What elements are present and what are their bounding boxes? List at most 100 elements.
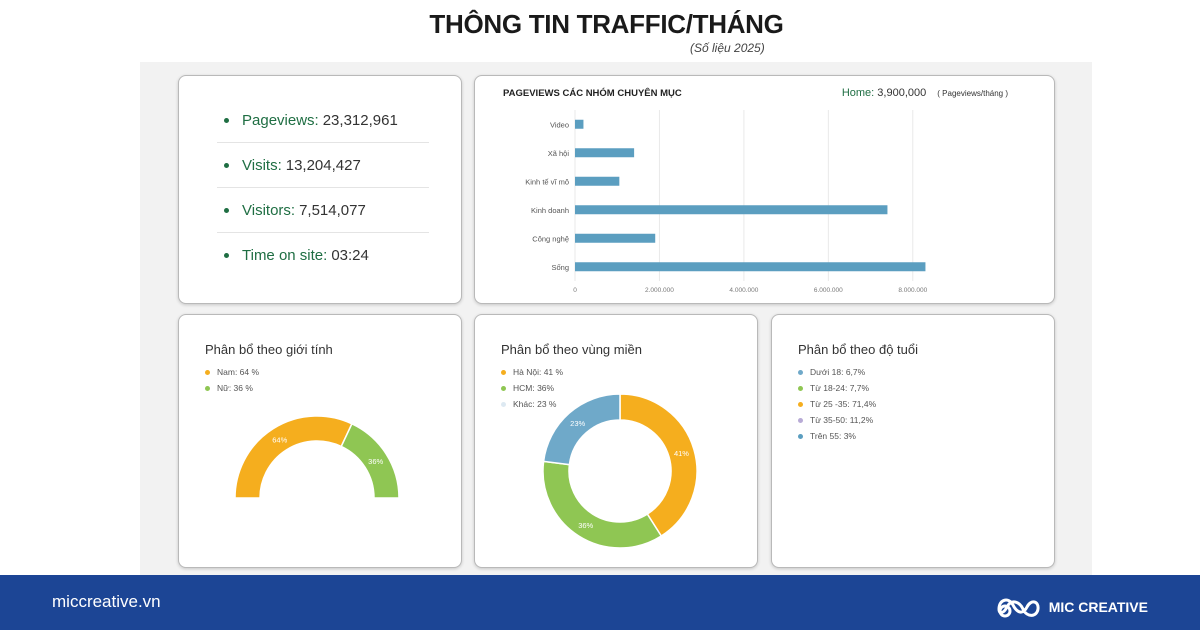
region-donut-chart: 41% 36% 23% <box>542 393 698 549</box>
bar <box>575 233 656 243</box>
gender-title: Phân bổ theo giới tính <box>205 342 333 357</box>
bar <box>575 176 620 186</box>
legend-item: Trên 55: 3% <box>798 428 876 444</box>
legend-dot-icon <box>798 433 803 439</box>
legend-item: Nữ: 36 % <box>205 380 259 396</box>
bar <box>575 205 888 215</box>
slice-label: 36% <box>368 457 383 466</box>
header: THÔNG TIN TRAFFIC/THÁNG (Số liệu 2025) <box>0 0 1200 62</box>
slice-label: 64% <box>272 435 287 444</box>
age-legend: Dưới 18: 6,7% Từ 18-24: 7,7% Từ 25 -35: … <box>798 364 876 444</box>
stat-label: Time on site: <box>242 247 328 264</box>
gender-half-donut-chart: 64% 36% <box>234 415 400 499</box>
bar <box>575 262 926 272</box>
bullet-icon <box>224 207 229 213</box>
stat-value: 7,514,077 <box>299 201 366 219</box>
legend-dot-icon <box>798 401 803 407</box>
x-tick-label: 6.000.000 <box>814 287 843 294</box>
y-tick-label: Sống <box>551 263 569 272</box>
bar <box>575 119 584 129</box>
age-card: Phân bổ theo độ tuổi Dưới 18: 6,7% Từ 18… <box>771 314 1055 568</box>
footer-website: miccreative.vn <box>52 592 161 611</box>
legend-item: Dưới 18: 6,7% <box>798 364 876 380</box>
legend-dot-icon <box>798 417 803 423</box>
legend-label: Từ 18-24: 7,7% <box>810 383 870 393</box>
x-tick-label: 2.000.000 <box>645 287 674 294</box>
legend-item: Từ 18-24: 7,7% <box>798 380 876 396</box>
bullet-icon <box>224 117 229 123</box>
legend-label: Từ 35-50: 11,2% <box>810 415 874 425</box>
legend-item: HCM: 36% <box>501 380 563 396</box>
stat-value: 23,312,961 <box>322 111 398 129</box>
bullet-icon <box>224 162 229 168</box>
legend-label: HCM: 36% <box>513 383 555 393</box>
slice-label: 36% <box>578 521 593 530</box>
legend-item: Từ 35-50: 11,2% <box>798 412 876 428</box>
stat-label: Pageviews: <box>242 111 319 129</box>
region-card: Phân bổ theo vùng miền Hà Nội: 41 % HCM:… <box>474 314 758 568</box>
legend-label: Dưới 18: 6,7% <box>810 367 866 377</box>
pie-slice <box>542 460 663 549</box>
legend-dot-icon <box>501 385 506 391</box>
stat-visits: Visits: 13,204,427 <box>217 143 429 188</box>
x-tick-label: 8.000.000 <box>898 287 927 294</box>
stat-pageviews: Pageviews: 23,312,961 <box>217 98 429 143</box>
home-value: 3,900,000 <box>877 87 927 99</box>
home-pageviews-note: Home: 3,900,000 ( Pageviews/tháng ) <box>842 87 1008 99</box>
bar-chart-title: PAGEVIEWS CÁC NHÓM CHUYÊN MỤC <box>503 88 682 99</box>
legend-dot-icon <box>205 369 210 375</box>
stat-visitors: Visitors: 7,514,077 <box>217 188 429 233</box>
traffic-stats-list: Pageviews: 23,312,961 Visits: 13,204,427… <box>217 98 429 278</box>
traffic-stats-card: Pageviews: 23,312,961 Visits: 13,204,427… <box>178 75 462 304</box>
y-tick-label: Kinh doanh <box>531 206 569 215</box>
legend-label: Khác: 23 % <box>513 399 557 409</box>
stat-label: Visitors: <box>242 201 296 219</box>
region-title: Phân bổ theo vùng miền <box>501 342 642 357</box>
mic-creative-logo-icon <box>997 598 1040 618</box>
legend-dot-icon <box>501 369 506 375</box>
gender-legend: Nam: 64 % Nữ: 36 % <box>205 364 259 396</box>
pie-slice <box>340 422 400 499</box>
legend-label: Nữ: 36 % <box>217 383 253 393</box>
legend-dot-icon <box>798 385 803 391</box>
legend-label: Nam: 64 % <box>217 367 260 377</box>
pie-slice <box>234 415 353 499</box>
x-tick-label: 0 <box>573 287 577 294</box>
footer-brand-name: MIC CREATIVE <box>1048 599 1148 615</box>
legend-item: Khác: 23 % <box>501 396 563 412</box>
y-tick-label: Video <box>550 120 569 129</box>
y-tick-label: Công nghệ <box>532 234 569 243</box>
gender-card: Phân bổ theo giới tính Nam: 64 % Nữ: 36 … <box>178 314 462 568</box>
legend-item: Từ 25 -35: 71,4% <box>798 396 876 412</box>
home-label: Home: <box>841 87 875 99</box>
footer-brand: MIC CREATIVE <box>995 593 1148 621</box>
age-title: Phân bổ theo độ tuổi <box>798 342 918 357</box>
page-title: THÔNG TIN TRAFFIC/THÁNG <box>429 9 784 39</box>
y-tick-label: Xã hội <box>548 149 570 158</box>
legend-label: Hà Nội: 41 % <box>513 367 564 377</box>
legend-dot-icon <box>501 401 506 407</box>
slice-label: 41% <box>674 449 689 458</box>
home-unit: ( Pageviews/tháng ) <box>937 89 1008 98</box>
page-subtitle: (Số liệu 2025) <box>690 41 765 55</box>
stat-value: 13,204,427 <box>285 156 361 174</box>
legend-dot-icon <box>798 369 803 375</box>
category-pageviews-card: PAGEVIEWS CÁC NHÓM CHUYÊN MỤC Home: 3,90… <box>474 75 1055 304</box>
legend-label: Trên 55: 3% <box>810 431 856 441</box>
stat-label: Visits: <box>242 156 282 174</box>
pie-slice <box>542 393 621 466</box>
bullet-icon <box>224 253 229 258</box>
pie-slice <box>619 393 698 538</box>
y-tick-label: Kinh tế vĩ mô <box>525 177 569 186</box>
footer: miccreative.vn MIC CREATIVE <box>0 575 1200 630</box>
stat-time-on-site: Time on site: 03:24 <box>217 233 429 278</box>
stat-value: 03:24 <box>331 247 369 264</box>
slice-label: 23% <box>570 419 585 428</box>
bar <box>575 148 635 158</box>
legend-dot-icon <box>205 385 210 391</box>
legend-label: Từ 25 -35: 71,4% <box>810 399 877 409</box>
x-tick-label: 4.000.000 <box>729 287 758 294</box>
legend-item: Nam: 64 % <box>205 364 259 380</box>
legend-item: Hà Nội: 41 % <box>501 364 563 380</box>
bar-chart: 0 2.000.000 4.000.000 6.000.000 8.000.000 Vid… <box>525 110 928 294</box>
